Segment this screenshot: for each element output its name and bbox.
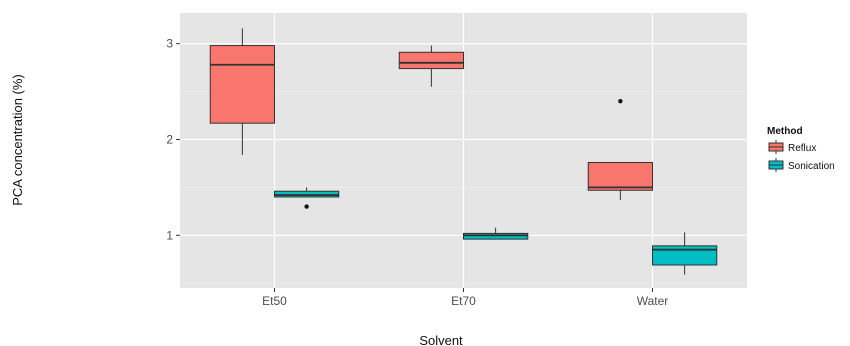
y-axis-ticks: 1 2 3: [166, 37, 180, 242]
y-tick-label: 2: [166, 132, 173, 146]
box-reflux-et70: [398, 51, 464, 70]
y-tick-label: 3: [166, 37, 173, 51]
boxes: [209, 28, 718, 275]
box-sonication-et50: [274, 190, 340, 198]
box-reflux-et50: [209, 45, 276, 124]
legend-label-sonication: Sonication: [788, 161, 835, 172]
box-sonication-et70: [463, 232, 529, 240]
legend-keys: Reflux Sonication: [768, 140, 835, 172]
outlier-point-reflux-water: [618, 98, 623, 104]
x-tick-label: Et70: [451, 294, 476, 308]
y-tick-label: 1: [166, 228, 173, 242]
legend: Method Reflux Sonication: [767, 126, 835, 172]
box-reflux-water: [587, 161, 653, 191]
legend-label-reflux: Reflux: [788, 143, 816, 154]
x-axis-ticks: Et50 Et70 Water: [262, 288, 668, 308]
x-tick-label: Et50: [262, 294, 287, 308]
x-tick-label: Water: [637, 294, 669, 308]
legend-title: Method: [767, 126, 803, 137]
x-axis-title: Solvent: [419, 333, 463, 346]
outlier-point-sonication-et50: [304, 204, 309, 209]
box-sonication-water: [652, 245, 718, 266]
y-axis-title: PCA concentration (%): [10, 74, 25, 206]
